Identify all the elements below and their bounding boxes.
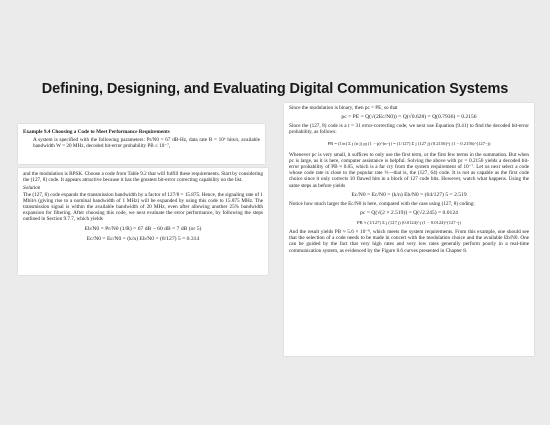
eq-eb-n0: Eb/N0 = Pr/N0 (1/R) = 67 dB − 60 dB = 7 … [84, 225, 202, 232]
right-compare-text: Notice how much larger the Ec/N0 is here… [289, 200, 475, 207]
right-panel: Since the modulation is binary, then pc … [284, 103, 534, 356]
eq-pb-sum: PB = (1/n) Σ j (n j) pj (1 − p)^(n−j) = … [327, 140, 491, 146]
solution-heading: Solution [23, 185, 41, 192]
problem-text: and the modulation is BPSK. Choose a cod… [23, 171, 263, 184]
example-text: A system is specified with the following… [33, 137, 260, 150]
eq-ec-n0-64: Ec/N0 = Ec/N0 = (k/n) Eb/N0 = (64/127) 5… [351, 191, 467, 198]
eq-ec-n0: Ec/N0 = Ec/N0 = (k/n) Eb/N0 = (8/127) 5 … [86, 235, 200, 242]
slide-title: Defining, Designing, and Evaluating Digi… [41, 81, 509, 97]
eq-pc-64: pc = Q(√(2 × 2.519)) = Q(√2.245) = 0.012… [360, 210, 458, 217]
eq-pc: pc = PE = Q(√(2Ec/N0)) = Q(√0.628) = Q(0… [341, 114, 477, 121]
left-bottom-panel: and the modulation is BPSK. Choose a cod… [18, 168, 268, 275]
right-equation-intro: Since the (127, 8) code is a t = 31 erro… [289, 123, 529, 136]
example-heading: Example 9.4 Choosing a Code to Meet Perf… [23, 129, 170, 135]
left-top-panel: Example 9.4 Choosing a Code to Meet Perf… [18, 124, 265, 164]
solution-text: The (127, 8) code expands the transmissi… [23, 191, 263, 223]
right-discussion: Whenever pc is very small, it suffices t… [289, 151, 529, 189]
right-conclusion: And the result yields PB ≈ 5.6 × 10⁻⁸, w… [289, 229, 529, 254]
right-intro: Since the modulation is binary, then pc … [289, 105, 398, 111]
eq-pb-64: PB ≈ (1/127) Σ j (127 j) (0.0124)^j (1 −… [356, 220, 461, 226]
